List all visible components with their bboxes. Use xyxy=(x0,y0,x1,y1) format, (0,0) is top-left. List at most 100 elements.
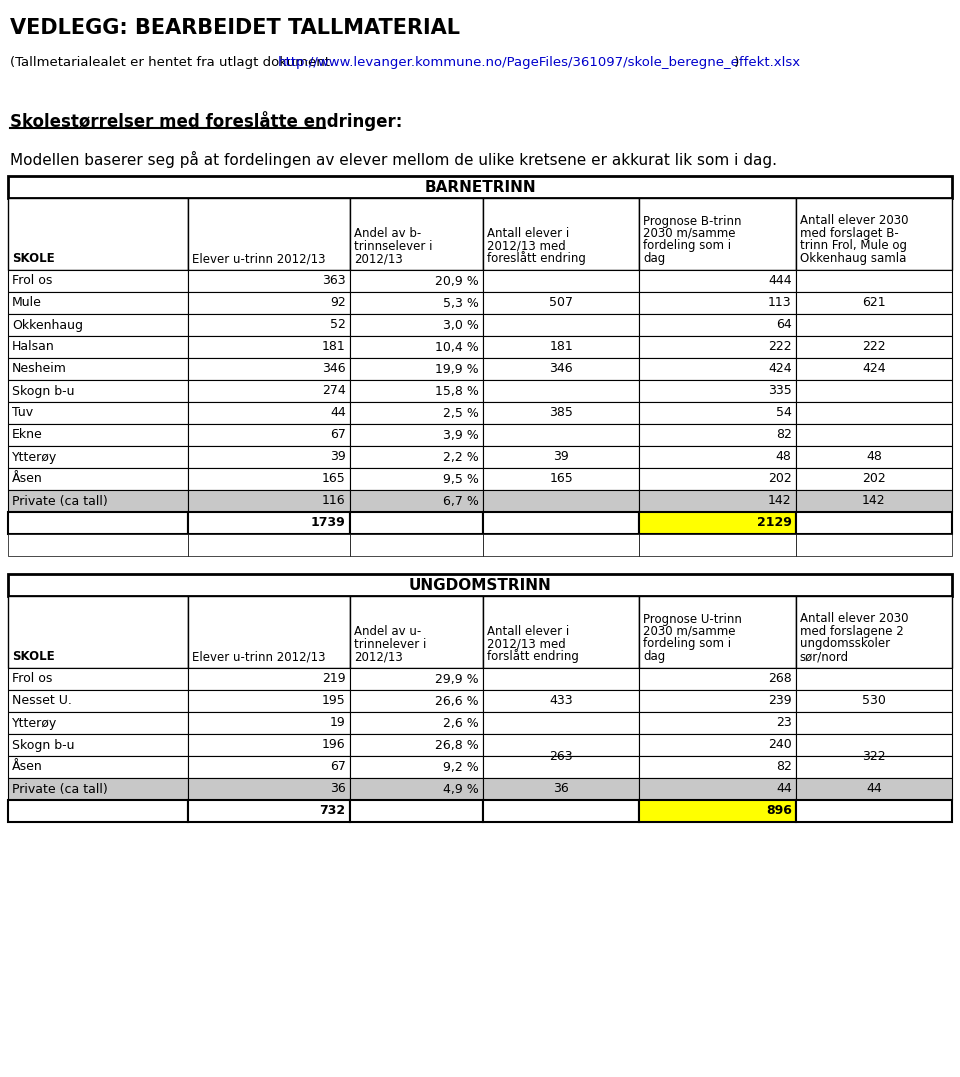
Bar xyxy=(796,490,952,512)
Bar xyxy=(8,314,187,336)
Bar xyxy=(187,800,349,822)
Bar xyxy=(639,468,796,490)
Bar xyxy=(8,270,187,292)
Bar xyxy=(796,690,952,712)
Text: 2012/13 med: 2012/13 med xyxy=(487,638,565,651)
Text: 44: 44 xyxy=(866,783,881,796)
Bar xyxy=(8,336,187,358)
Text: Nesheim: Nesheim xyxy=(12,363,67,376)
Text: Andel av b-: Andel av b- xyxy=(353,227,420,240)
Bar xyxy=(349,402,483,424)
Text: trinnelever i: trinnelever i xyxy=(353,638,426,651)
Text: 530: 530 xyxy=(862,695,886,708)
Bar xyxy=(8,735,187,756)
Text: 2012/13: 2012/13 xyxy=(353,252,402,265)
Text: 202: 202 xyxy=(768,473,792,486)
Bar xyxy=(639,596,796,668)
Text: 26,8 %: 26,8 % xyxy=(435,739,479,752)
Bar xyxy=(796,270,952,292)
Text: 2,2 %: 2,2 % xyxy=(444,450,479,463)
Bar xyxy=(349,336,483,358)
Text: 9,2 %: 9,2 % xyxy=(444,760,479,773)
Bar xyxy=(483,778,639,800)
Bar xyxy=(187,314,349,336)
Text: Halsan: Halsan xyxy=(12,340,55,353)
Text: Tuv: Tuv xyxy=(12,406,34,420)
Bar xyxy=(187,358,349,380)
Text: 116: 116 xyxy=(322,494,346,507)
Text: 621: 621 xyxy=(862,296,886,309)
Text: 3,9 %: 3,9 % xyxy=(444,429,479,442)
Text: fordeling som i: fordeling som i xyxy=(643,638,732,651)
Bar xyxy=(796,534,952,556)
Bar xyxy=(483,534,639,556)
Text: foreslått endring: foreslått endring xyxy=(487,251,586,265)
Bar xyxy=(796,468,952,490)
Bar xyxy=(639,712,796,735)
Bar xyxy=(796,358,952,380)
Text: Skolestørrelser med foreslåtte endringer:: Skolestørrelser med foreslåtte endringer… xyxy=(10,111,402,131)
Bar xyxy=(8,668,187,690)
Bar xyxy=(796,336,952,358)
Bar xyxy=(796,198,952,270)
Bar xyxy=(349,690,483,712)
Bar xyxy=(483,446,639,468)
Text: Skogn b-u: Skogn b-u xyxy=(12,384,75,397)
Text: 113: 113 xyxy=(768,296,792,309)
Text: ungdomsskoler: ungdomsskoler xyxy=(800,638,890,651)
Text: 444: 444 xyxy=(768,275,792,288)
Bar xyxy=(8,534,187,556)
Text: http://www.levanger.kommune.no/PageFiles/361097/skole_beregne_effekt.xlsx: http://www.levanger.kommune.no/PageFiles… xyxy=(278,56,802,69)
Bar xyxy=(187,198,349,270)
Bar xyxy=(483,380,639,402)
Bar xyxy=(187,778,349,800)
Text: 4,9 %: 4,9 % xyxy=(444,783,479,796)
Bar xyxy=(796,712,952,735)
Bar xyxy=(8,490,187,512)
Text: dag: dag xyxy=(643,651,665,663)
Bar xyxy=(187,668,349,690)
Text: 424: 424 xyxy=(862,363,886,376)
Text: Nesset U.: Nesset U. xyxy=(12,695,72,708)
Bar xyxy=(639,512,796,534)
Text: med forslagene 2: med forslagene 2 xyxy=(800,625,903,638)
Bar xyxy=(349,270,483,292)
Bar xyxy=(8,778,187,800)
Text: 29,9 %: 29,9 % xyxy=(435,672,479,685)
Bar xyxy=(639,735,796,756)
Bar xyxy=(349,358,483,380)
Bar xyxy=(349,292,483,314)
Text: Okkenhaug: Okkenhaug xyxy=(12,319,83,332)
Bar xyxy=(796,735,952,756)
Text: 44: 44 xyxy=(330,406,346,420)
Bar xyxy=(639,402,796,424)
Text: Frol os: Frol os xyxy=(12,275,53,288)
Bar xyxy=(796,380,952,402)
Text: (Tallmetarialealet er hentet fra utlagt dokument: (Tallmetarialealet er hentet fra utlagt … xyxy=(10,56,334,69)
Bar xyxy=(8,358,187,380)
Text: 54: 54 xyxy=(776,406,792,420)
Text: 48: 48 xyxy=(776,450,792,463)
Bar xyxy=(796,668,952,690)
Bar xyxy=(639,292,796,314)
Bar xyxy=(187,490,349,512)
Text: sør/nord: sør/nord xyxy=(800,651,849,663)
Text: BARNETRINN: BARNETRINN xyxy=(424,180,536,195)
Bar xyxy=(187,270,349,292)
Bar xyxy=(187,512,349,534)
Text: 82: 82 xyxy=(776,429,792,442)
Bar xyxy=(639,198,796,270)
Bar xyxy=(483,596,639,668)
Bar xyxy=(639,358,796,380)
Text: 181: 181 xyxy=(322,340,346,353)
Text: Prognose B-trinn: Prognose B-trinn xyxy=(643,214,742,227)
Bar xyxy=(349,468,483,490)
Bar xyxy=(349,512,483,534)
Bar xyxy=(8,756,187,778)
Bar xyxy=(483,292,639,314)
Bar xyxy=(8,800,187,822)
Text: Frol os: Frol os xyxy=(12,672,53,685)
Bar xyxy=(796,756,952,778)
Bar xyxy=(639,380,796,402)
Text: fordeling som i: fordeling som i xyxy=(643,239,732,252)
